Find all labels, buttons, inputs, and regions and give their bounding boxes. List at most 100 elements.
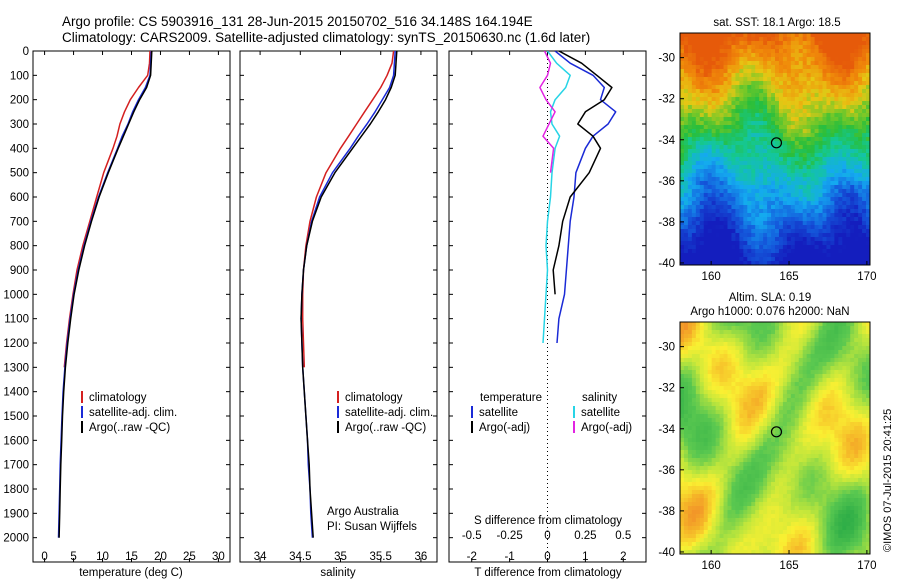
map-cell [786,225,792,230]
map-cell [866,85,871,90]
map-cell [727,330,732,335]
map-cell [735,342,740,347]
map-cell [691,406,697,411]
map-cell [711,209,717,214]
map-cell [818,121,823,126]
map-cell [707,221,713,226]
map-cell [854,446,859,451]
map-cell [739,125,744,130]
map-cell [751,77,756,82]
map-cell [739,454,744,459]
map-cell [802,410,808,415]
map-cell [715,229,720,234]
map-cell [735,454,740,459]
map-cell [790,73,796,78]
map-cell [866,442,871,447]
map-cell [723,350,728,355]
map-cell [771,77,776,82]
map-cell [751,245,756,250]
map-cell [782,221,788,226]
map-cell [834,149,839,154]
map-cell [806,370,812,375]
map-cell [755,370,760,375]
map-cell [687,209,693,214]
map-cell [850,45,855,50]
map-cell [798,85,804,90]
map-cell [719,173,724,178]
map-cell [759,57,764,62]
map-cell [842,410,847,415]
map-cell [866,57,871,62]
map-cell [727,161,732,166]
map-cell [680,41,685,46]
map-cell [759,117,764,122]
map-cell [680,101,685,106]
map-cell [830,358,835,363]
map-cell [680,454,685,459]
map-cell [715,438,720,443]
map-cell [850,213,855,218]
map-cell [858,414,863,419]
map-cell [842,125,847,130]
map-cell [794,93,800,98]
map-cell [842,253,847,258]
map-cell [747,53,752,58]
map-cell [778,338,784,343]
map-cell [767,338,772,343]
map-cell [759,478,764,483]
map-cell [715,205,720,210]
map-cell [842,374,847,379]
map-cell [711,249,717,254]
map-cell [699,161,705,166]
map-cell [802,342,808,347]
map-cell [691,89,697,94]
map-cell [818,253,823,258]
map-cell [680,233,685,238]
map-cell [790,81,796,86]
map-cell [680,245,685,250]
map-cell [715,402,720,407]
map-cell [862,225,867,230]
map-cell [854,45,859,50]
map-cell [715,414,720,419]
map-cell [838,406,843,411]
map-cell [699,378,705,383]
map-cell [794,97,800,102]
map-cell [822,165,827,170]
map-cell [806,129,812,134]
map-cell [782,446,788,451]
map-cell [818,221,823,226]
map-cell [858,382,863,387]
salinity-panel: 34 34.5 35 35.5 36 climatologysatellite-adj.… [239,50,438,579]
map-cell [683,153,689,158]
map-cell [680,398,685,403]
map-cell [680,378,685,383]
map-cell [790,394,796,399]
map-cell [715,145,720,150]
map-cell [687,450,693,455]
map-cell [727,229,732,234]
map-cell [680,330,685,335]
map-cell [775,81,780,86]
map-cell [759,322,764,327]
map-cell [751,181,756,186]
map-cell [862,406,867,411]
map-cell [687,237,693,242]
map-cell [858,153,863,158]
map-cell [683,466,689,471]
map-cell [687,149,693,154]
map-cell [711,390,717,395]
map-cell [810,57,815,62]
map-cell [782,153,788,158]
legend-label: climatology [345,392,403,404]
map-cell [747,49,752,54]
map-cell [759,141,764,146]
map-cell [854,326,859,331]
map-cell [747,237,752,242]
map-cell [806,237,812,242]
map-cell [858,97,863,102]
map-cell [782,362,788,367]
map-cell [778,342,784,347]
map-cell [695,117,701,122]
map-cell [755,462,760,467]
